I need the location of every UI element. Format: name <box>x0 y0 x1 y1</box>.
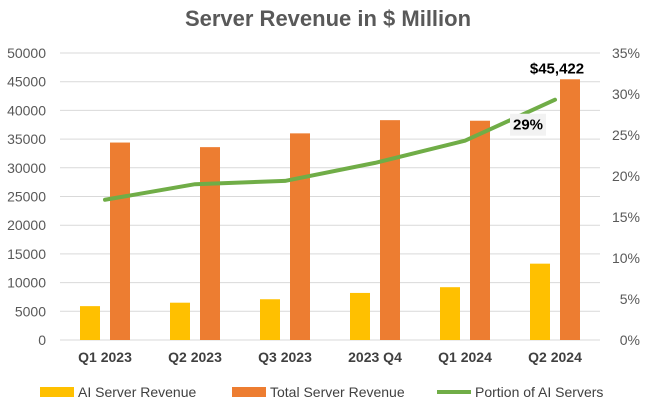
x-category-label: Q3 2023 <box>258 349 312 365</box>
x-category-label: Q2 2023 <box>168 349 222 365</box>
total-server-revenue-bar <box>560 79 580 341</box>
total-revenue-data-label: $45,422 <box>530 60 584 77</box>
ai-server-revenue-bar <box>260 299 280 340</box>
y-left-tick-label: 35000 <box>7 131 46 147</box>
bars <box>80 79 580 341</box>
x-category-label: Q1 2023 <box>78 349 132 365</box>
chart-title: Server Revenue in $ Million <box>185 6 471 31</box>
y-left-tick-label: 15000 <box>7 246 46 262</box>
y-left-tick-label: 45000 <box>7 74 46 90</box>
y-left-tick-label: 0 <box>38 332 46 348</box>
y-right-tick-label: 20% <box>612 168 640 184</box>
y-left-tick-label: 25000 <box>7 189 46 205</box>
ai-portion-data-label: 29% <box>513 117 543 134</box>
y-right-tick-label: 5% <box>620 291 640 307</box>
legend-label: Portion of AI Servers <box>475 384 603 400</box>
right-axis: 0% 5% 10% 15% 20% 25% 30% 35% <box>612 45 640 348</box>
data-label-background <box>510 113 546 136</box>
y-left-tick-label: 10000 <box>7 275 46 291</box>
y-right-tick-label: 0% <box>620 332 640 348</box>
legend-swatch <box>232 387 266 397</box>
ai-server-revenue-bar <box>530 263 550 340</box>
gridlines <box>60 52 600 341</box>
ai-server-revenue-bar <box>170 302 190 340</box>
x-category-label: 2023 Q4 <box>348 349 402 365</box>
y-left-tick-label: 5000 <box>15 303 46 319</box>
y-left-tick-label: 40000 <box>7 102 46 118</box>
y-right-tick-label: 25% <box>612 127 640 143</box>
legend-label: Total Server Revenue <box>270 384 405 400</box>
x-category-label: Q1 2024 <box>438 349 492 365</box>
portion-of-ai-servers-line <box>103 97 557 202</box>
total-server-revenue-bar <box>470 120 490 341</box>
annotations: $45,422 29% <box>510 60 584 136</box>
total-server-revenue-bar <box>290 133 310 340</box>
y-right-tick-label: 15% <box>612 209 640 225</box>
x-category-label: Q2 2024 <box>528 349 582 365</box>
category-axis: Q1 2023 Q2 2023 Q3 2023 2023 Q4 Q1 2024 Q2 20… <box>78 349 582 365</box>
total-server-revenue-bar <box>110 142 130 340</box>
portion-line <box>103 97 557 202</box>
ai-server-revenue-bar <box>440 287 460 340</box>
total-server-revenue-bar <box>200 147 220 340</box>
legend: AI Server Revenue Total Server Revenue Por… <box>40 384 603 400</box>
y-left-tick-label: 30000 <box>7 160 46 176</box>
legend-swatch <box>40 387 74 397</box>
ai-server-revenue-bar <box>350 292 370 340</box>
total-server-revenue-bar <box>380 120 400 341</box>
left-axis: 0 5000 10000 15000 20000 25000 30000 35000 40000… <box>7 45 46 348</box>
y-left-tick-label: 20000 <box>7 217 46 233</box>
y-right-tick-label: 35% <box>612 45 640 61</box>
y-right-tick-label: 30% <box>612 86 640 102</box>
legend-label: AI Server Revenue <box>78 384 196 400</box>
y-right-tick-label: 10% <box>612 250 640 266</box>
ai-server-revenue-bar <box>80 306 100 340</box>
y-left-tick-label: 50000 <box>7 45 46 61</box>
